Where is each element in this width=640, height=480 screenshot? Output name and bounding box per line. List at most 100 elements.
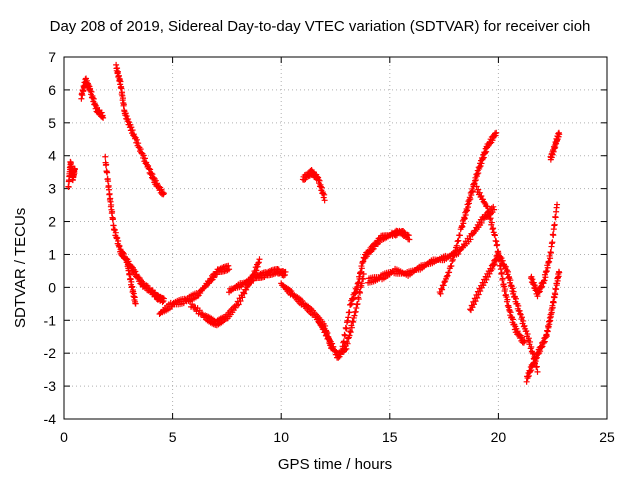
data-point — [518, 334, 525, 341]
data-point — [525, 372, 532, 379]
data-point — [321, 197, 328, 204]
data-point — [490, 203, 497, 210]
data-point — [135, 274, 142, 281]
data-point — [111, 226, 118, 233]
data-point — [456, 232, 463, 239]
data-point — [552, 144, 559, 151]
data-point — [461, 215, 468, 222]
data-point — [102, 153, 109, 160]
data-point — [104, 169, 111, 176]
series-s10 — [299, 167, 328, 204]
data-point — [509, 285, 516, 292]
data-point — [109, 208, 116, 215]
data-point — [504, 296, 511, 303]
data-point — [502, 286, 509, 293]
data-point — [550, 299, 557, 306]
data-point — [478, 219, 485, 226]
data-point — [325, 333, 332, 340]
data-point — [502, 263, 509, 270]
data-point — [105, 178, 112, 185]
x-tick-label: 25 — [599, 429, 615, 445]
data-point — [524, 330, 531, 337]
data-point — [484, 203, 491, 210]
data-point — [355, 279, 362, 286]
data-point — [340, 339, 347, 346]
data-point — [353, 305, 360, 312]
data-point — [88, 88, 95, 95]
data-point — [345, 335, 352, 342]
data-point — [117, 78, 124, 85]
data-point — [129, 283, 136, 290]
data-point — [486, 270, 493, 277]
series-s9 — [278, 280, 335, 352]
data-point — [467, 236, 474, 243]
data-point — [507, 277, 514, 284]
data-point — [80, 88, 87, 95]
data-point — [498, 269, 505, 276]
data-point — [527, 338, 534, 345]
x-tick-label: 20 — [491, 429, 507, 445]
data-point — [118, 85, 125, 92]
data-point — [507, 309, 514, 316]
data-point — [476, 189, 483, 196]
data-point — [315, 316, 322, 323]
data-point — [489, 137, 496, 144]
data-point — [452, 247, 459, 254]
series-s19 — [547, 129, 563, 163]
data-point — [125, 265, 132, 272]
data-point — [189, 301, 196, 308]
data-point — [226, 266, 233, 273]
data-point — [472, 177, 479, 184]
x-tick-label: 15 — [382, 429, 398, 445]
data-point — [158, 186, 165, 193]
data-point — [358, 265, 365, 272]
data-point — [154, 180, 161, 187]
series-s2 — [78, 75, 107, 121]
data-point — [440, 282, 447, 289]
data-point — [255, 259, 262, 266]
data-point — [114, 68, 121, 75]
data-point — [467, 195, 474, 202]
data-point — [478, 193, 485, 200]
data-point — [551, 221, 558, 228]
plot-frame — [63, 56, 608, 420]
y-tick-label: 3 — [48, 181, 56, 197]
data-point — [321, 191, 328, 198]
data-point — [160, 190, 167, 197]
data-point — [254, 263, 261, 270]
data-point — [549, 304, 556, 311]
data-point — [110, 215, 117, 222]
y-tick-label: 7 — [48, 49, 56, 65]
series-s1 — [65, 158, 78, 191]
data-point — [530, 279, 537, 286]
data-point — [464, 207, 471, 214]
data-point — [122, 110, 129, 117]
y-tick-label: 2 — [48, 214, 56, 230]
data-point — [344, 340, 351, 347]
data-point — [553, 286, 560, 293]
data-point — [342, 332, 349, 339]
data-point — [196, 307, 203, 314]
data-point — [475, 186, 482, 193]
data-point — [352, 308, 359, 315]
data-point — [510, 288, 517, 295]
y-tick-label: -1 — [44, 312, 57, 328]
data-point — [354, 286, 361, 293]
data-point — [343, 325, 350, 332]
data-point — [477, 288, 484, 295]
data-point — [473, 183, 480, 190]
data-point — [356, 275, 363, 282]
data-point — [347, 329, 354, 336]
data-point — [348, 324, 355, 331]
data-point — [90, 95, 97, 102]
data-point — [128, 278, 135, 285]
data-point — [152, 177, 159, 184]
data-point — [523, 328, 530, 335]
grid — [64, 57, 607, 419]
data-point — [469, 187, 476, 194]
y-tick-label: -4 — [44, 411, 57, 427]
data-point — [533, 363, 540, 370]
data-point — [521, 322, 528, 329]
data-point — [478, 160, 485, 167]
data-point — [237, 298, 244, 305]
